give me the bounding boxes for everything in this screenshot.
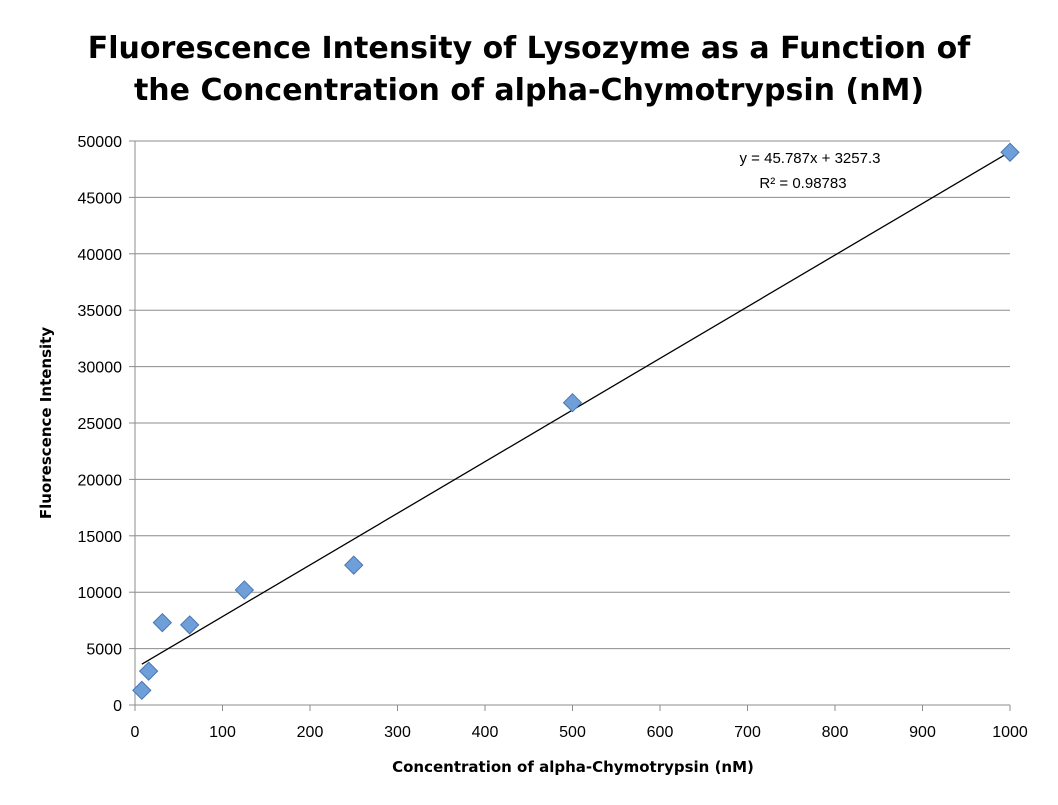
y-axis-label: Fluorescence Intensity — [37, 327, 55, 519]
y-tick-label: 30000 — [78, 360, 123, 377]
chart-title-line-2: the Concentration of alpha-Chymotrypsin … — [133, 73, 925, 108]
y-tick-label: 10000 — [78, 585, 123, 602]
trendline-equation: y = 45.787x + 3257.3 — [740, 150, 881, 167]
gridlines — [129, 140, 1010, 706]
chart-title-line-1: Fluorescence Intensity of Lysozyme as a … — [87, 31, 971, 66]
data-point — [152, 612, 173, 633]
data-point — [234, 580, 255, 600]
data-point — [562, 392, 583, 413]
x-tick-label: 400 — [472, 724, 499, 741]
data-point — [1000, 142, 1020, 162]
x-axis-label: Concentration of alpha-Chymotrypsin (nM) — [392, 758, 754, 776]
y-tick-label: 35000 — [78, 303, 123, 320]
data-point — [132, 680, 152, 701]
x-tick-label: 700 — [734, 724, 761, 741]
x-tick-label: 600 — [647, 724, 674, 741]
y-tick-label: 25000 — [78, 416, 123, 433]
y-tick-label: 20000 — [78, 472, 123, 489]
x-tick-label: 300 — [384, 724, 411, 741]
x-tick-label: 500 — [559, 724, 586, 741]
y-tick-label: 45000 — [78, 190, 123, 207]
data-point — [344, 555, 364, 575]
x-tick-label: 800 — [822, 724, 849, 741]
x-tick-label: 1000 — [992, 724, 1028, 741]
y-tick-labels: 0 5000 10000 15000 20000 25000 30000 35000 40000… — [78, 134, 123, 715]
trendline-r2: R² = 0.98783 — [759, 175, 846, 192]
x-tick-label: 900 — [909, 724, 936, 741]
data-point — [179, 615, 200, 635]
y-tick-label: 0 — [113, 698, 122, 715]
y-tick-label: 40000 — [78, 247, 123, 264]
x-tick-label: 100 — [209, 724, 236, 741]
y-tick-label: 5000 — [86, 642, 122, 659]
x-tick-labels: 0 100 200 300 400 500 600 700 800 900 1000 — [131, 724, 1028, 741]
data-point — [138, 661, 159, 681]
y-tick-label: 15000 — [78, 529, 123, 546]
data-points — [132, 142, 1020, 701]
x-tick-label: 0 — [131, 724, 140, 741]
chart-title: Fluorescence Intensity of Lysozyme as a … — [0, 28, 1058, 112]
x-tick-label: 200 — [297, 724, 324, 741]
y-tick-label: 50000 — [78, 134, 123, 151]
axes — [134, 141, 1011, 711]
